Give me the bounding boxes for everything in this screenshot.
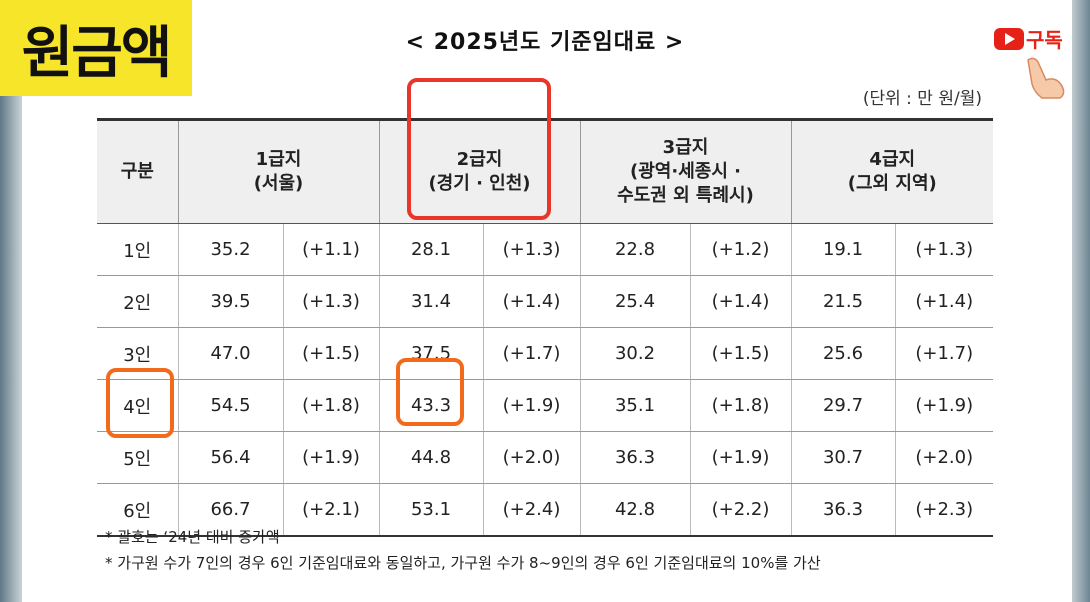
cell: (+1.3) <box>894 223 993 276</box>
cell: (+1.5) <box>689 327 791 380</box>
cell: 44.8 <box>378 431 483 484</box>
header-cell: 4급지 (그외 지역) <box>790 118 993 224</box>
cell: (+1.9) <box>482 379 580 432</box>
cell: 30.7 <box>790 431 895 484</box>
cell: (+1.1) <box>282 223 379 276</box>
cell: (+2.0) <box>894 431 993 484</box>
cell: (+1.4) <box>689 275 791 328</box>
cell: 53.1 <box>378 483 483 537</box>
cell: (+1.5) <box>282 327 379 380</box>
title: < 2025년도 기준임대료 > <box>405 30 685 55</box>
unit: (단위 : 만 원/월) <box>862 89 982 109</box>
cell: (+2.1) <box>282 483 379 537</box>
table-row: 3인 47.0 (+1.5) 37.5 (+1.7) 30.2 (+1.5) 25.6 (+1.… <box>97 327 993 380</box>
header-line: (그외 지역) <box>847 173 937 194</box>
header-line: 구분 <box>120 161 154 182</box>
subscribe-label: 구독 <box>1026 28 1063 52</box>
header-line: (광역·세종시 · <box>630 161 741 182</box>
cell: (+2.0) <box>482 431 580 484</box>
cell: (+1.3) <box>282 275 379 328</box>
cell: 36.3 <box>790 483 895 537</box>
subscribe-button[interactable]: 구독 <box>990 20 1080 100</box>
cell: (+1.9) <box>894 379 993 432</box>
header-line: (경기 · 인천) <box>428 173 531 194</box>
header-cell: 2급지 (경기 · 인천) <box>378 118 580 224</box>
cell: 66.7 <box>177 483 283 537</box>
cell: (+1.4) <box>482 275 580 328</box>
notes: * 괄호는 ‘24년 대비 증가액 * 가구원 수가 7인의 경우 6인 기준임대… <box>105 524 821 576</box>
cell: 30.2 <box>579 327 690 380</box>
cell: (+1.9) <box>282 431 379 484</box>
header-cell: 1급지 (서울) <box>177 118 379 224</box>
cell: 35.2 <box>177 223 283 276</box>
cell: (+1.8) <box>689 379 791 432</box>
highlight-box <box>106 368 174 438</box>
row-label: 2인 <box>97 275 178 328</box>
row-label: 6인 <box>97 483 178 537</box>
cell: (+1.7) <box>894 327 993 380</box>
header-cell: 3급지 (광역·세종시 · 수도권 외 특례시) <box>579 118 791 224</box>
cell: (+2.2) <box>689 483 791 537</box>
rent-table: 구분 1급지 (서울) 2급지 (경기 · 인천) 3급지 (광역·세종시 · 수도권 외 특… <box>97 118 993 537</box>
hand-icon <box>1027 57 1065 99</box>
header-line: 1급지 <box>255 149 302 170</box>
header-line: (서울) <box>253 173 304 194</box>
cell: 19.1 <box>790 223 895 276</box>
table-row: 2인 39.5 (+1.3) 31.4 (+1.4) 25.4 (+1.4) 21.5 (+1.… <box>97 275 993 328</box>
header-cell: 구분 <box>97 118 178 224</box>
header-line: 3급지 <box>662 137 709 158</box>
header-line: 수도권 외 특례시) <box>617 185 754 206</box>
header-line: 2급지 <box>456 149 503 170</box>
header-line: 4급지 <box>869 149 916 170</box>
highlight-box <box>407 78 551 220</box>
table-body: 1인 35.2 (+1.1) 28.1 (+1.3) 22.8 (+1.2) 19.1 (+1.… <box>97 223 993 537</box>
table-row: 1인 35.2 (+1.1) 28.1 (+1.3) 22.8 (+1.2) 19.1 (+1.… <box>97 223 993 276</box>
cell: (+1.7) <box>482 327 580 380</box>
cell: 21.5 <box>790 275 895 328</box>
cell: 31.4 <box>378 275 483 328</box>
cell: 42.8 <box>579 483 690 537</box>
cell: (+2.3) <box>894 483 993 537</box>
cell: (+1.9) <box>689 431 791 484</box>
cell: (+1.4) <box>894 275 993 328</box>
highlight-box <box>396 358 464 426</box>
note: * 가구원 수가 7인의 경우 6인 기준임대료와 동일하고, 가구원 수가 8… <box>105 554 821 572</box>
table-row: 6인 66.7 (+2.1) 53.1 (+2.4) 42.8 (+2.2) 36.3 (+2.… <box>97 483 993 537</box>
cell: 47.0 <box>177 327 283 380</box>
row-label: 4인 <box>97 379 178 432</box>
cell: 29.7 <box>790 379 895 432</box>
subscribe-icon: 구독 <box>994 28 1065 99</box>
cell: 25.4 <box>579 275 690 328</box>
cell: 22.8 <box>579 223 690 276</box>
cell: 25.6 <box>790 327 895 380</box>
cell: (+1.2) <box>689 223 791 276</box>
row-label: 1인 <box>97 223 178 276</box>
badge: 원금액 <box>0 0 192 96</box>
cell: 35.1 <box>579 379 690 432</box>
cell: (+2.4) <box>482 483 580 537</box>
table-row: 5인 56.4 (+1.9) 44.8 (+2.0) 36.3 (+1.9) 30.7 (+2.… <box>97 431 993 484</box>
cell: 56.4 <box>177 431 283 484</box>
cell: 54.5 <box>177 379 283 432</box>
cell: 36.3 <box>579 431 690 484</box>
header-row: 구분 1급지 (서울) 2급지 (경기 · 인천) 3급지 (광역·세종시 · 수도권 외 특… <box>97 118 993 224</box>
cell: 37.5 <box>378 327 483 380</box>
cell: (+1.8) <box>282 379 379 432</box>
note: * 괄호는 ‘24년 대비 증가액 <box>105 528 280 546</box>
cell: (+1.3) <box>482 223 580 276</box>
cell: 28.1 <box>378 223 483 276</box>
table-row: 4인 54.5 (+1.8) 43.3 (+1.9) 35.1 (+1.8) 29.7 (+1.… <box>97 379 993 432</box>
cell: 39.5 <box>177 275 283 328</box>
row-label: 5인 <box>97 431 178 484</box>
play-icon <box>1005 33 1015 45</box>
